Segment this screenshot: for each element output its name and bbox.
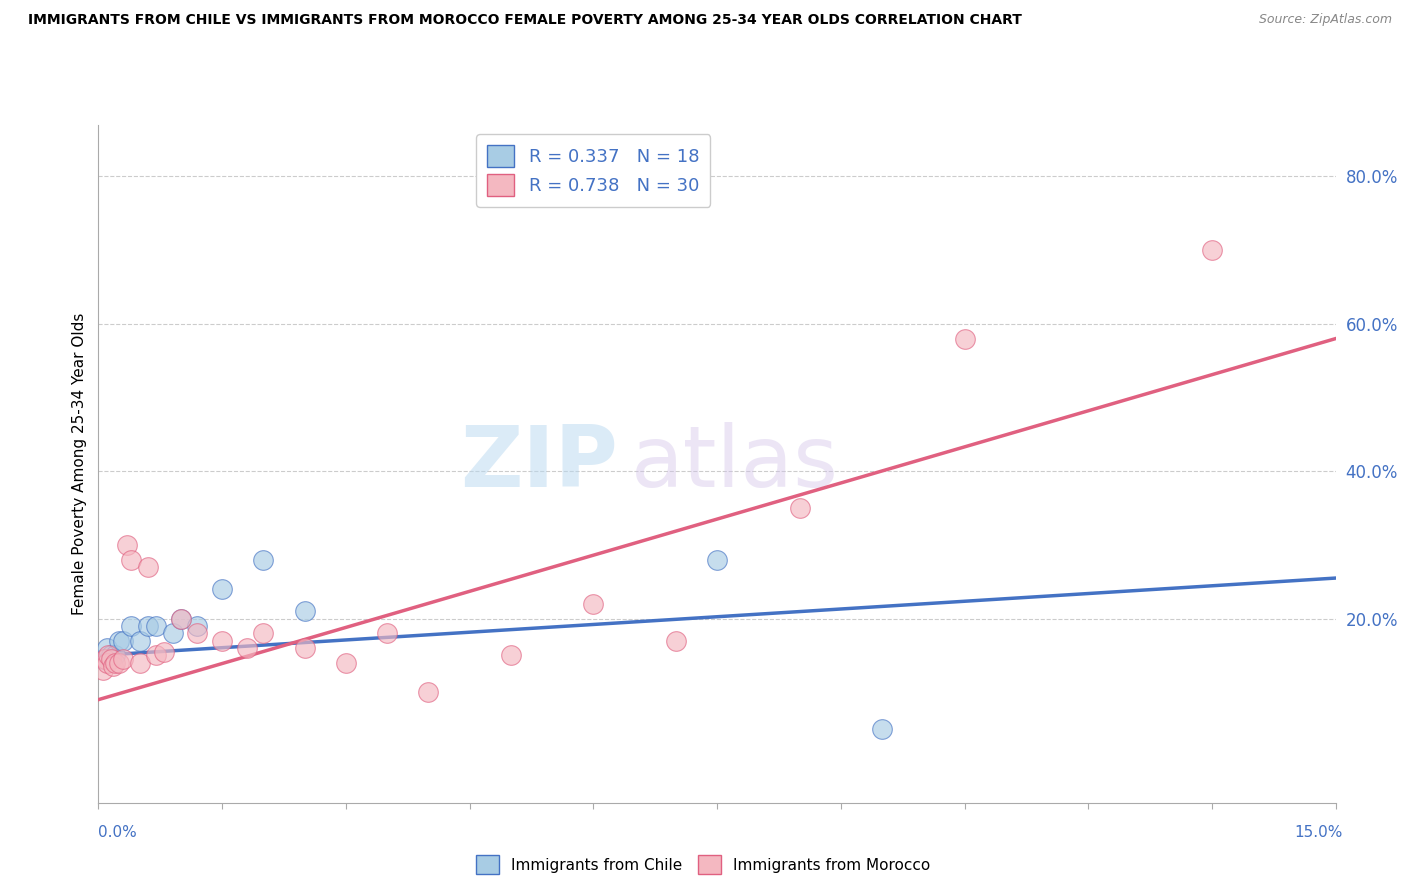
Point: [335, 656, 357, 670]
Point: [953, 332, 976, 346]
Point: [96, 641, 118, 656]
Point: [145, 619, 167, 633]
Point: [136, 560, 159, 574]
Point: [1201, 243, 1223, 257]
Point: [128, 656, 150, 670]
Point: [252, 626, 274, 640]
Point: [120, 552, 142, 566]
Legend: Immigrants from Chile, Immigrants from Morocco: Immigrants from Chile, Immigrants from M…: [470, 849, 936, 880]
Text: IMMIGRANTS FROM CHILE VS IMMIGRANTS FROM MOROCCO FEMALE POVERTY AMONG 25-34 YEAR: IMMIGRANTS FROM CHILE VS IMMIGRANTS FROM…: [28, 13, 1022, 28]
Point: [96, 656, 118, 670]
Point: [108, 656, 131, 670]
Point: [870, 722, 893, 736]
Text: atlas: atlas: [630, 422, 838, 506]
Point: [117, 538, 139, 552]
Text: 15.0%: 15.0%: [1295, 825, 1343, 840]
Point: [112, 652, 135, 666]
Text: Source: ZipAtlas.com: Source: ZipAtlas.com: [1258, 13, 1392, 27]
Point: [252, 552, 274, 566]
Point: [91, 663, 114, 677]
Point: [108, 633, 131, 648]
Point: [170, 611, 193, 625]
Point: [418, 685, 440, 699]
Point: [100, 648, 122, 663]
Point: [186, 626, 208, 640]
Point: [100, 652, 122, 666]
Point: [499, 648, 522, 663]
Point: [136, 619, 159, 633]
Point: [789, 501, 811, 516]
Point: [582, 597, 605, 611]
Legend: R = 0.337   N = 18, R = 0.738   N = 30: R = 0.337 N = 18, R = 0.738 N = 30: [477, 134, 710, 207]
Point: [103, 659, 125, 673]
Point: [211, 633, 233, 648]
Point: [162, 626, 184, 640]
Text: 0.0%: 0.0%: [98, 825, 138, 840]
Point: [665, 633, 688, 648]
Point: [94, 652, 117, 666]
Point: [170, 611, 193, 625]
Point: [375, 626, 398, 640]
Point: [294, 641, 316, 656]
Point: [153, 645, 176, 659]
Point: [112, 633, 135, 648]
Point: [104, 648, 127, 663]
Point: [294, 604, 316, 618]
Point: [120, 619, 142, 633]
Y-axis label: Female Poverty Among 25-34 Year Olds: Female Poverty Among 25-34 Year Olds: [72, 313, 87, 615]
Point: [91, 652, 114, 666]
Point: [186, 619, 208, 633]
Point: [145, 648, 167, 663]
Point: [104, 656, 127, 670]
Point: [211, 582, 233, 596]
Point: [97, 648, 120, 663]
Point: [706, 552, 728, 566]
Text: ZIP: ZIP: [460, 422, 619, 506]
Point: [128, 633, 150, 648]
Point: [236, 641, 259, 656]
